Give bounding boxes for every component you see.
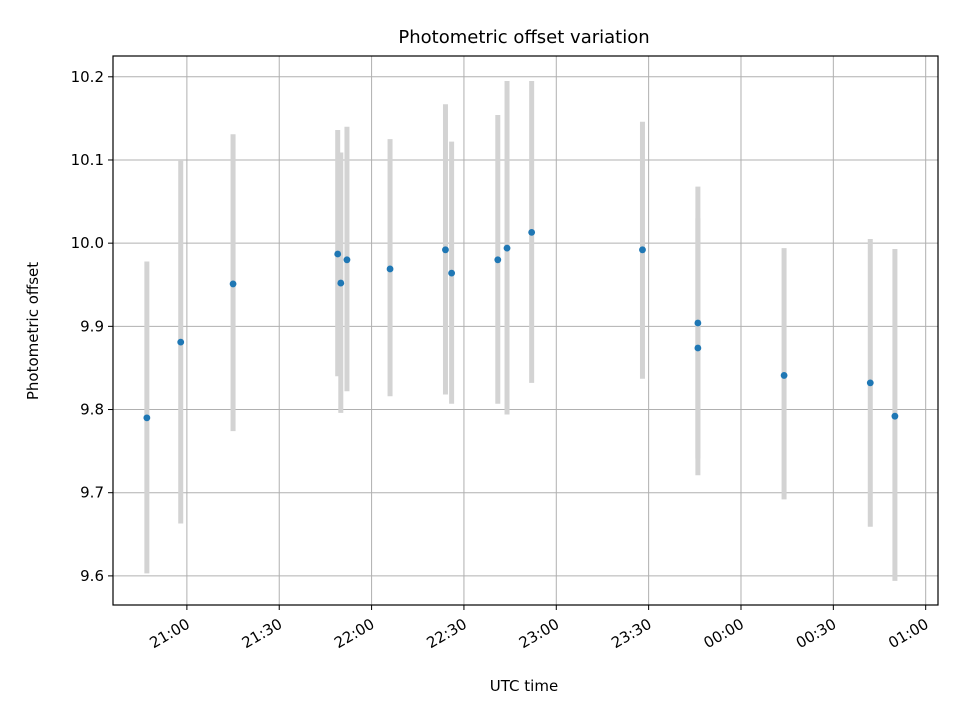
y-axis-title: Photometric offset xyxy=(24,262,42,400)
plot-frame xyxy=(112,55,939,606)
grid xyxy=(113,56,938,605)
y-axis: 9.6 9.7 9.8 9.9 10.0 10.1 10.2 xyxy=(71,68,113,585)
data-point xyxy=(334,250,342,258)
data-point xyxy=(337,279,345,287)
data-point xyxy=(694,319,702,327)
data-point xyxy=(143,414,151,422)
data-point xyxy=(448,269,456,277)
data-point xyxy=(780,372,788,379)
data-point xyxy=(528,228,536,236)
data-point xyxy=(503,244,511,252)
data-point xyxy=(229,280,237,288)
y-tick-label: 9.9 xyxy=(80,317,104,335)
data-point xyxy=(891,412,899,420)
y-tick-label: 9.7 xyxy=(80,484,104,502)
y-tick-label: 10.1 xyxy=(71,151,104,169)
data-point xyxy=(386,265,394,273)
data-points xyxy=(143,228,899,422)
data-point xyxy=(639,246,646,254)
y-tick-label: 10.0 xyxy=(71,234,104,252)
data-point xyxy=(442,246,449,254)
y-tick-label: 9.8 xyxy=(80,401,104,419)
data-point xyxy=(177,338,185,346)
data-point xyxy=(343,256,351,264)
y-tick-label: 9.6 xyxy=(80,567,104,585)
data-point xyxy=(694,344,702,352)
data-point xyxy=(866,379,874,387)
chart-title: Photometric offset variation xyxy=(398,27,649,48)
x-axis-title: UTC time xyxy=(490,677,558,695)
y-tick-label: 10.2 xyxy=(71,68,104,86)
data-point xyxy=(494,256,502,264)
